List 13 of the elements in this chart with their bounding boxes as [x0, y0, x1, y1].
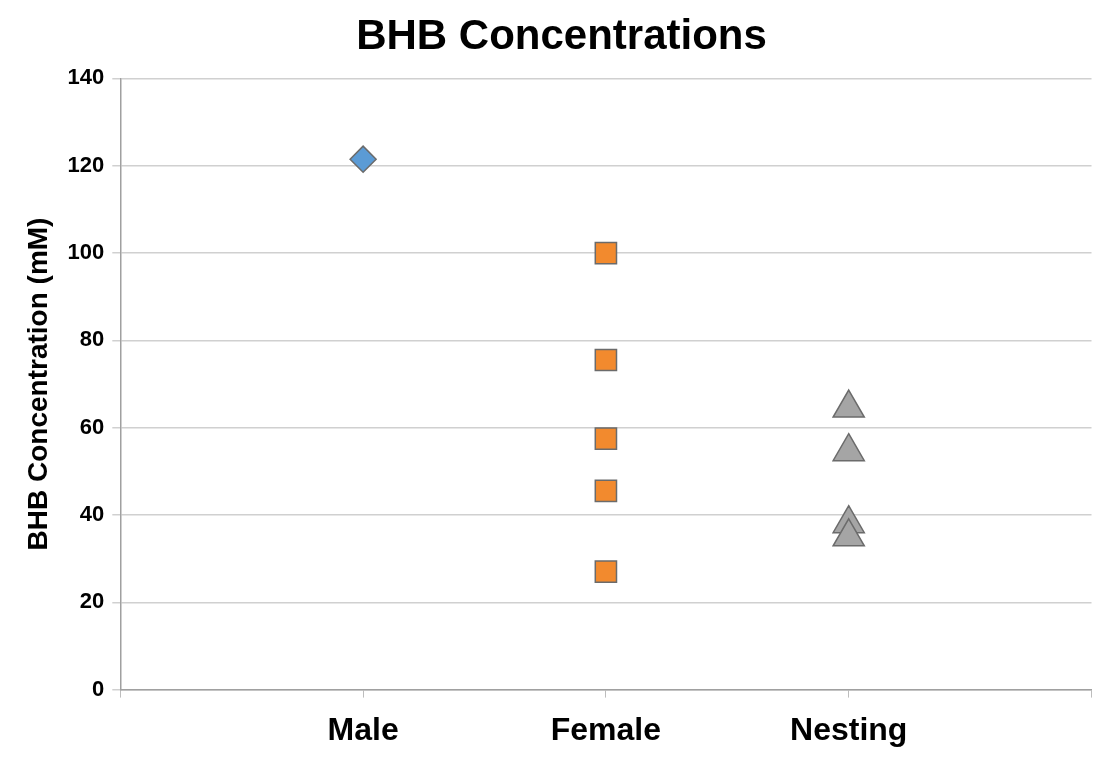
- chart-title: BHB Concentrations: [356, 10, 767, 58]
- y-axis-title: BHB Concentration (mM): [21, 217, 53, 551]
- x-tick-label: Male: [327, 710, 399, 747]
- x-tick-label: Nesting: [790, 710, 908, 747]
- y-tick-label: 80: [79, 326, 105, 352]
- y-tick-label: 40: [79, 501, 105, 527]
- y-tick-label: 0: [92, 675, 105, 701]
- y-tick-label: 20: [79, 588, 105, 614]
- y-tick-label: 140: [67, 64, 105, 90]
- x-tick-label: Female: [550, 710, 662, 747]
- y-tick-label: 120: [67, 151, 105, 177]
- y-tick-label: 100: [67, 239, 105, 265]
- y-tick-label: 60: [79, 413, 105, 439]
